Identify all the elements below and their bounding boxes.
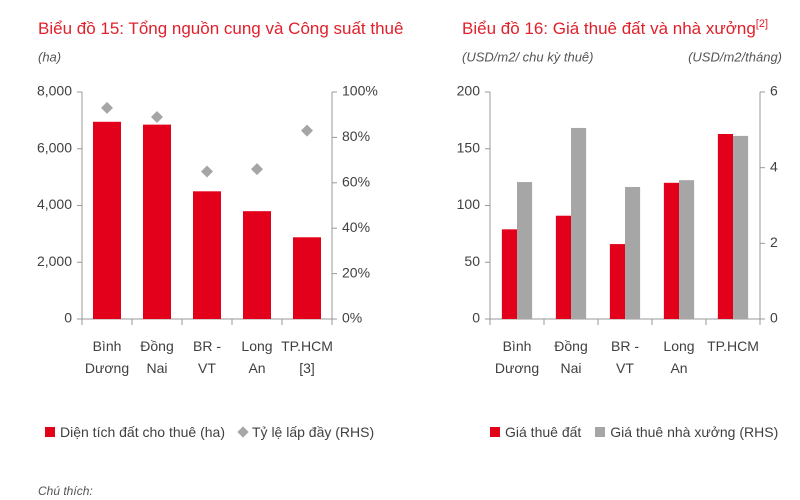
y-axis-label: (ha): [38, 49, 61, 64]
legend-swatch: [490, 427, 500, 437]
bar: [663, 182, 679, 319]
title-text: Biểu đồ 15: Tổng nguồn cung và Công suất…: [38, 19, 403, 38]
y2-tick-label: 100%: [342, 83, 378, 99]
legend-label: Tỷ lệ lấp đầy (RHS): [252, 424, 375, 440]
bar: [733, 135, 749, 319]
x-tick-label: Đồng Nai: [140, 338, 174, 376]
y-tick-label: 0: [472, 310, 480, 326]
diamond-marker: [101, 101, 113, 114]
bar: [609, 244, 625, 319]
bar: [679, 180, 695, 319]
y-tick-label: 8,000: [37, 83, 72, 99]
bar: [571, 127, 587, 319]
chart-title: Biểu đồ 16: Giá thuê đất và nhà xưởng[2]: [462, 18, 768, 38]
y-tick-label: 50: [464, 253, 480, 269]
diamond-marker: [201, 165, 213, 178]
legend-item: Diện tích đất cho thuê (ha): [45, 424, 225, 440]
y-tick-label: 150: [457, 139, 481, 155]
x-tick-label: TP.HCM [3]: [281, 338, 333, 376]
bar: [193, 191, 221, 319]
y-tick-label: 2,000: [37, 253, 72, 269]
y-tick-label: 100: [457, 196, 481, 212]
y-tick-label: 200: [457, 83, 481, 99]
diamond-marker: [251, 163, 263, 176]
y2-tick-label: 4: [770, 158, 778, 174]
y2-tick-label: 20%: [342, 264, 370, 280]
x-tick-label: BR - VT: [611, 338, 639, 376]
notes: Chú thích:: [38, 484, 93, 498]
y-tick-label: 0: [64, 310, 72, 326]
bar: [93, 121, 121, 319]
diamond-marker: [301, 124, 313, 137]
legend-label: Diện tích đất cho thuê (ha): [60, 424, 225, 440]
title-text: Biểu đồ 16: Giá thuê đất và nhà xưởng: [462, 19, 756, 38]
legend: Giá thuê đất Giá thuê nhà xưởng (RHS): [490, 424, 778, 440]
x-tick-label: Long An: [663, 338, 695, 376]
bar: [243, 211, 271, 319]
title-note: [2]: [756, 18, 768, 30]
y2-tick-label: 40%: [342, 219, 370, 235]
legend-label: Giá thuê đất: [505, 424, 582, 440]
legend-swatch: [237, 426, 249, 438]
legend-swatch: [45, 427, 55, 437]
x-tick-label: Long An: [241, 338, 273, 376]
x-tick-label: Bình Dương: [84, 338, 130, 376]
legend-item: Giá thuê nhà xưởng (RHS): [595, 424, 778, 440]
y2-tick-label: 60%: [342, 174, 370, 190]
y2-tick-label: 0: [770, 310, 778, 326]
y-axis-label: (USD/m2/ chu kỳ thuê): [462, 49, 594, 64]
y2-tick-label: 6: [770, 83, 778, 99]
bar: [717, 133, 733, 319]
bar: [517, 182, 533, 319]
legend-swatch: [595, 427, 606, 437]
x-tick-label: Đồng Nai: [554, 338, 588, 376]
y-tick-label: 6,000: [37, 139, 72, 155]
bar: [625, 186, 641, 319]
legend-item: Giá thuê đất: [490, 424, 581, 440]
legend-label: Giá thuê nhà xưởng (RHS): [610, 424, 779, 440]
x-tick-label: TP.HCM: [707, 338, 759, 354]
legend: Diện tích đất cho thuê (ha) Tỷ lệ lấp đầy…: [45, 424, 374, 440]
x-tick-label: BR - VT: [193, 338, 221, 376]
y2-tick-label: 0%: [342, 310, 362, 326]
bar: [555, 215, 571, 319]
y2-tick-label: 80%: [342, 128, 370, 144]
x-tick-label: Bình Dương: [494, 338, 540, 376]
bar: [143, 124, 171, 319]
chart-title: Biểu đồ 15: Tổng nguồn cung và Công suất…: [38, 19, 403, 38]
y2-axis-label: (USD/m2/tháng): [688, 49, 782, 64]
bar: [501, 229, 517, 319]
bar: [293, 237, 321, 319]
y2-tick-label: 2: [770, 234, 778, 250]
diamond-marker: [151, 110, 163, 123]
y-tick-label: 4,000: [37, 196, 72, 212]
legend-item: Tỷ lệ lấp đầy (RHS): [237, 424, 375, 440]
